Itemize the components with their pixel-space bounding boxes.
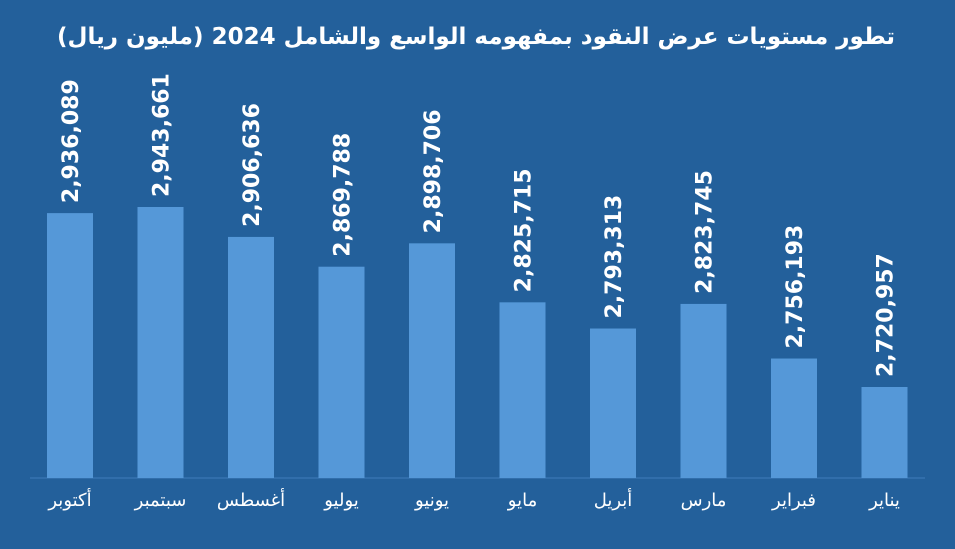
data-label-1: 2,720,957 xyxy=(874,253,899,377)
bar-5 xyxy=(499,302,546,478)
data-label-2: 2,756,193 xyxy=(783,225,808,349)
x-tick-label-7: يوليو xyxy=(323,490,359,511)
x-tick-label-9: سبتمبر xyxy=(134,490,187,511)
data-label-7: 2,869,788 xyxy=(331,133,356,257)
data-label-6: 2,898,706 xyxy=(421,109,446,233)
bar-6 xyxy=(409,243,455,478)
bar-2 xyxy=(771,358,817,478)
data-label-5: 2,825,715 xyxy=(512,168,537,292)
bar-4 xyxy=(590,328,636,478)
data-label-8: 2,906,636 xyxy=(240,103,265,227)
bar-9 xyxy=(137,207,184,478)
chart-title: تطور مستويات عرض النقود بمفهومه الواسع و… xyxy=(56,24,895,50)
x-tick-label-5: مايو xyxy=(507,490,537,511)
x-tick-label-3: مارس xyxy=(681,490,727,511)
x-tick-label-10: أكتوبر xyxy=(47,488,91,511)
bar-7 xyxy=(318,266,365,478)
bar-1 xyxy=(861,387,908,478)
data-label-4: 2,793,313 xyxy=(602,195,627,319)
bar-10 xyxy=(47,213,93,478)
data-label-9: 2,943,661 xyxy=(150,73,175,197)
bar-8 xyxy=(228,236,274,478)
x-tick-label-1: يناير xyxy=(868,490,900,511)
x-tick-label-6: يونيو xyxy=(414,490,449,511)
bar-3 xyxy=(680,303,727,478)
data-label-10: 2,936,089 xyxy=(59,79,84,203)
x-tick-label-2: فبراير xyxy=(771,490,816,511)
data-label-3: 2,823,745 xyxy=(693,170,718,294)
x-tick-label-8: أغسطس xyxy=(217,488,285,511)
x-tick-label-4: أبريل xyxy=(594,488,633,511)
